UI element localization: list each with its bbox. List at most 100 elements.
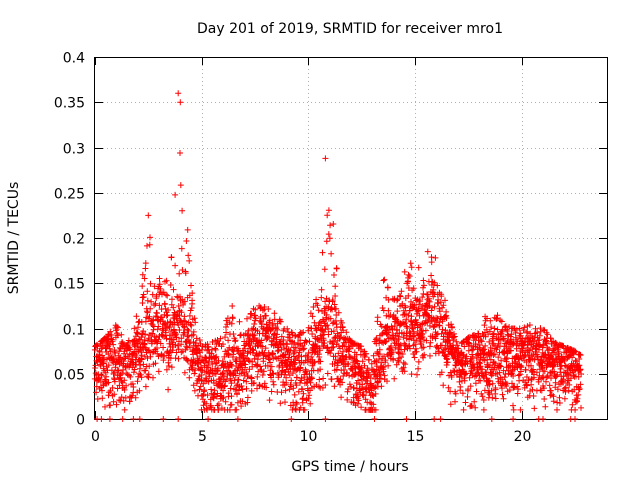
data-point bbox=[140, 328, 147, 335]
data-point bbox=[107, 348, 114, 355]
data-point bbox=[280, 337, 287, 343]
data-point bbox=[417, 298, 424, 305]
data-point bbox=[330, 328, 337, 335]
data-point bbox=[540, 374, 547, 381]
data-point bbox=[438, 293, 445, 300]
data-point bbox=[177, 182, 184, 189]
data-point bbox=[243, 385, 250, 392]
data-point bbox=[141, 337, 148, 343]
data-point bbox=[569, 401, 576, 408]
data-point bbox=[513, 326, 520, 333]
data-point bbox=[473, 388, 480, 395]
data-point bbox=[478, 337, 485, 344]
data-point bbox=[168, 301, 175, 308]
chart-title: Day 201 of 2019, SRMTID for receiver mro… bbox=[197, 21, 503, 37]
data-point bbox=[330, 221, 337, 227]
data-point bbox=[377, 375, 384, 382]
data-point bbox=[141, 275, 148, 282]
data-point bbox=[125, 337, 132, 344]
data-point bbox=[92, 362, 99, 369]
data-point bbox=[424, 248, 431, 255]
data-point bbox=[187, 344, 193, 351]
data-point bbox=[505, 362, 512, 369]
data-point bbox=[449, 324, 456, 331]
data-point bbox=[210, 395, 217, 402]
data-point bbox=[149, 330, 156, 337]
data-point bbox=[316, 383, 322, 390]
data-point bbox=[413, 348, 420, 355]
data-point bbox=[148, 320, 155, 327]
data-point bbox=[427, 339, 434, 346]
data-point bbox=[307, 400, 314, 407]
data-point bbox=[164, 312, 171, 318]
data-point bbox=[382, 339, 389, 345]
data-point bbox=[394, 308, 401, 315]
data-point bbox=[572, 357, 579, 364]
data-point bbox=[472, 380, 479, 387]
data-point bbox=[231, 344, 237, 351]
data-point bbox=[206, 373, 213, 380]
data-point bbox=[197, 383, 204, 390]
data-point bbox=[465, 334, 472, 341]
data-point bbox=[322, 382, 329, 388]
data-point bbox=[185, 252, 192, 259]
data-point bbox=[176, 327, 183, 333]
data-point bbox=[491, 325, 498, 332]
data-point bbox=[178, 335, 185, 342]
data-point bbox=[500, 336, 507, 343]
data-point bbox=[321, 266, 328, 273]
data-point bbox=[495, 354, 502, 361]
data-points bbox=[91, 90, 585, 422]
data-point bbox=[295, 388, 302, 395]
data-point bbox=[503, 326, 510, 333]
data-point bbox=[517, 406, 524, 413]
data-point bbox=[477, 377, 484, 384]
data-point bbox=[160, 321, 167, 328]
data-point bbox=[292, 345, 299, 351]
data-point bbox=[337, 334, 344, 340]
data-point bbox=[528, 381, 535, 388]
data-point bbox=[160, 416, 167, 422]
data-point bbox=[409, 333, 416, 340]
data-point bbox=[445, 384, 452, 391]
data-point bbox=[163, 277, 170, 284]
data-point bbox=[374, 314, 381, 321]
data-point bbox=[137, 362, 144, 369]
data-point bbox=[255, 368, 262, 375]
data-point bbox=[278, 389, 285, 396]
data-point bbox=[506, 387, 513, 393]
data-point bbox=[479, 393, 486, 400]
data-point bbox=[397, 293, 404, 300]
data-point bbox=[249, 346, 256, 353]
data-point bbox=[530, 393, 537, 399]
data-point bbox=[303, 368, 309, 375]
plot-frame bbox=[94, 57, 608, 420]
data-point bbox=[131, 366, 138, 373]
data-point bbox=[170, 304, 177, 311]
data-point bbox=[142, 331, 149, 338]
data-point bbox=[161, 300, 168, 307]
data-point bbox=[416, 324, 423, 331]
data-point bbox=[293, 399, 300, 406]
data-point bbox=[226, 406, 233, 413]
data-point bbox=[547, 369, 553, 376]
data-point bbox=[413, 337, 420, 344]
data-point bbox=[251, 380, 258, 386]
data-point bbox=[234, 367, 241, 374]
data-point bbox=[160, 344, 167, 351]
data-point bbox=[142, 367, 149, 374]
data-point bbox=[423, 337, 430, 344]
data-point bbox=[490, 330, 497, 337]
data-point bbox=[380, 277, 387, 284]
data-point bbox=[146, 313, 153, 320]
data-point bbox=[452, 390, 459, 397]
data-point bbox=[127, 346, 134, 353]
data-point bbox=[340, 348, 346, 355]
data-point bbox=[499, 391, 506, 398]
data-point bbox=[129, 392, 136, 399]
data-point bbox=[577, 381, 584, 388]
data-point bbox=[222, 334, 228, 341]
data-point bbox=[232, 337, 239, 344]
data-point bbox=[389, 349, 396, 356]
data-point bbox=[487, 317, 494, 324]
